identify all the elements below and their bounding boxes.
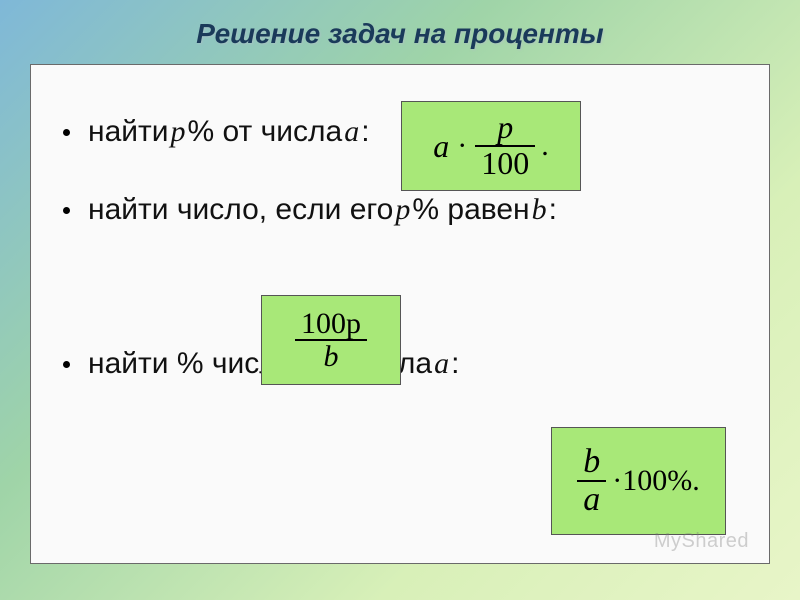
dot-icon: · xyxy=(449,129,475,163)
content-box: найти p % от числа a : a · p 100 . найти… xyxy=(30,64,770,564)
fraction-numerator: b xyxy=(577,444,606,480)
bullet-row-2: найти число, если его p % равен b : xyxy=(59,193,741,227)
fraction: 100p b xyxy=(295,308,367,373)
bullet-row-1: найти p % от числа a : xyxy=(59,115,741,149)
fraction: b a xyxy=(577,444,606,517)
slide-title: Решение задач на проценты xyxy=(30,18,770,50)
slide: Решение задач на проценты найти p % от ч… xyxy=(0,0,800,600)
formula-mult: ·100%. xyxy=(606,464,699,498)
bullet-icon xyxy=(63,207,70,214)
fraction-num-text: 100p xyxy=(301,307,361,340)
formula-lead: a xyxy=(433,128,449,165)
text-segment: % от числа xyxy=(188,115,343,149)
fraction-denominator: 100 xyxy=(475,147,535,181)
text-segment: % равен xyxy=(412,193,529,227)
variable-p: p xyxy=(393,193,412,227)
bullet-icon xyxy=(63,361,70,368)
variable-b: b xyxy=(530,193,549,227)
text-segment: найти xyxy=(88,115,169,149)
fraction-denominator: b xyxy=(318,341,345,373)
text-segment: : xyxy=(451,347,459,381)
fraction-numerator: p xyxy=(491,111,519,145)
variable-a: a xyxy=(342,115,361,149)
formula-1: a · p 100 . xyxy=(401,101,581,191)
text-segment: : xyxy=(361,115,369,149)
fraction-denominator: a xyxy=(577,482,606,518)
formula-trail: . xyxy=(535,129,549,163)
variable-p: p xyxy=(169,115,188,149)
variable-a: a xyxy=(432,347,451,381)
formula-3: b a ·100%. xyxy=(551,427,726,535)
text-segment: найти число, если его xyxy=(88,193,393,227)
fraction: p 100 xyxy=(475,111,535,180)
bullet-icon xyxy=(63,129,70,136)
text-segment: : xyxy=(549,193,557,227)
fraction-numerator: 100p xyxy=(295,308,367,340)
formula-2: 100p b xyxy=(261,295,401,385)
watermark-text: MyShared xyxy=(654,530,749,553)
